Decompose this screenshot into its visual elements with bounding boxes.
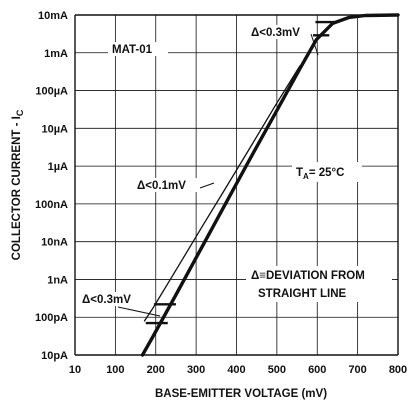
y-axis-label: COLLECTOR CURRENT - IC [11, 109, 25, 260]
y-tick-label: 1µA [48, 161, 68, 173]
x-tick-label: 100 [106, 364, 124, 376]
svg-text:COLLECTOR CURRENT - IC: COLLECTOR CURRENT - IC [11, 109, 25, 260]
definition-bg [246, 266, 392, 302]
x-tick-label: 500 [268, 364, 286, 376]
temp-label: TA= 25°C [296, 167, 344, 181]
x-axis-label: BASE-EMITTER VOLTAGE (mV) [155, 388, 327, 400]
y-tick-label: 1nA [47, 274, 68, 286]
y-tick-label: 10nA [41, 237, 68, 249]
delta-mid-bg [134, 178, 200, 192]
y-tick-label: 10µA [41, 123, 68, 135]
y-axis-label-sub: C [15, 109, 25, 116]
x-tick-label: 700 [348, 364, 366, 376]
leader-mid [199, 182, 215, 189]
delta-bottom-label: Δ<0.3mV [82, 294, 131, 306]
y-tick-label: 100nA [35, 199, 68, 211]
temp-label-sub: A [303, 172, 309, 181]
y-tick-labels: 10pA 100pA 1nA 10nA 100nA 1µA 10µA 100µA 1mA 10mA [35, 10, 68, 362]
x-tick-label: 400 [227, 364, 245, 376]
temp-label-value: = 25°C [309, 167, 345, 179]
y-axis-label-main: COLLECTOR CURRENT - I [11, 116, 23, 260]
leader-bottom [117, 306, 161, 317]
device-label: MAT-01 [112, 44, 153, 56]
y-tick-label: 10pA [41, 350, 68, 362]
device-label-bg [108, 42, 168, 56]
definition-line2: STRAIGHT LINE [258, 288, 346, 300]
temp-label-main: T [296, 167, 303, 179]
delta-bottom-bg [80, 292, 146, 306]
y-tick-label: 1mA [44, 48, 68, 60]
x-tick-label: 300 [187, 364, 205, 376]
x-tick-label: 800 [389, 364, 407, 376]
leader-top [310, 33, 319, 56]
delta-mid-label: Δ<0.1mV [137, 180, 186, 192]
series-line-reference [143, 65, 301, 322]
series-line-actual [140, 13, 400, 357]
x-tick-label: 200 [147, 364, 165, 376]
y-tick-label: 10mA [38, 10, 68, 22]
definition-line1: Δ≡DEVIATION FROM [251, 270, 365, 282]
delta-top-label: Δ<0.3mV [251, 27, 300, 39]
x-tick-label: 10 [69, 364, 81, 376]
x-tick-label: 600 [308, 364, 326, 376]
series-group [140, 13, 400, 357]
temp-bg [292, 162, 362, 182]
y-tick-label: 100µA [35, 86, 68, 98]
y-tick-label: 100pA [35, 312, 68, 324]
x-tick-labels: 10 100 200 300 400 500 600 700 800 [69, 364, 407, 376]
delta-top-bg [249, 25, 313, 39]
